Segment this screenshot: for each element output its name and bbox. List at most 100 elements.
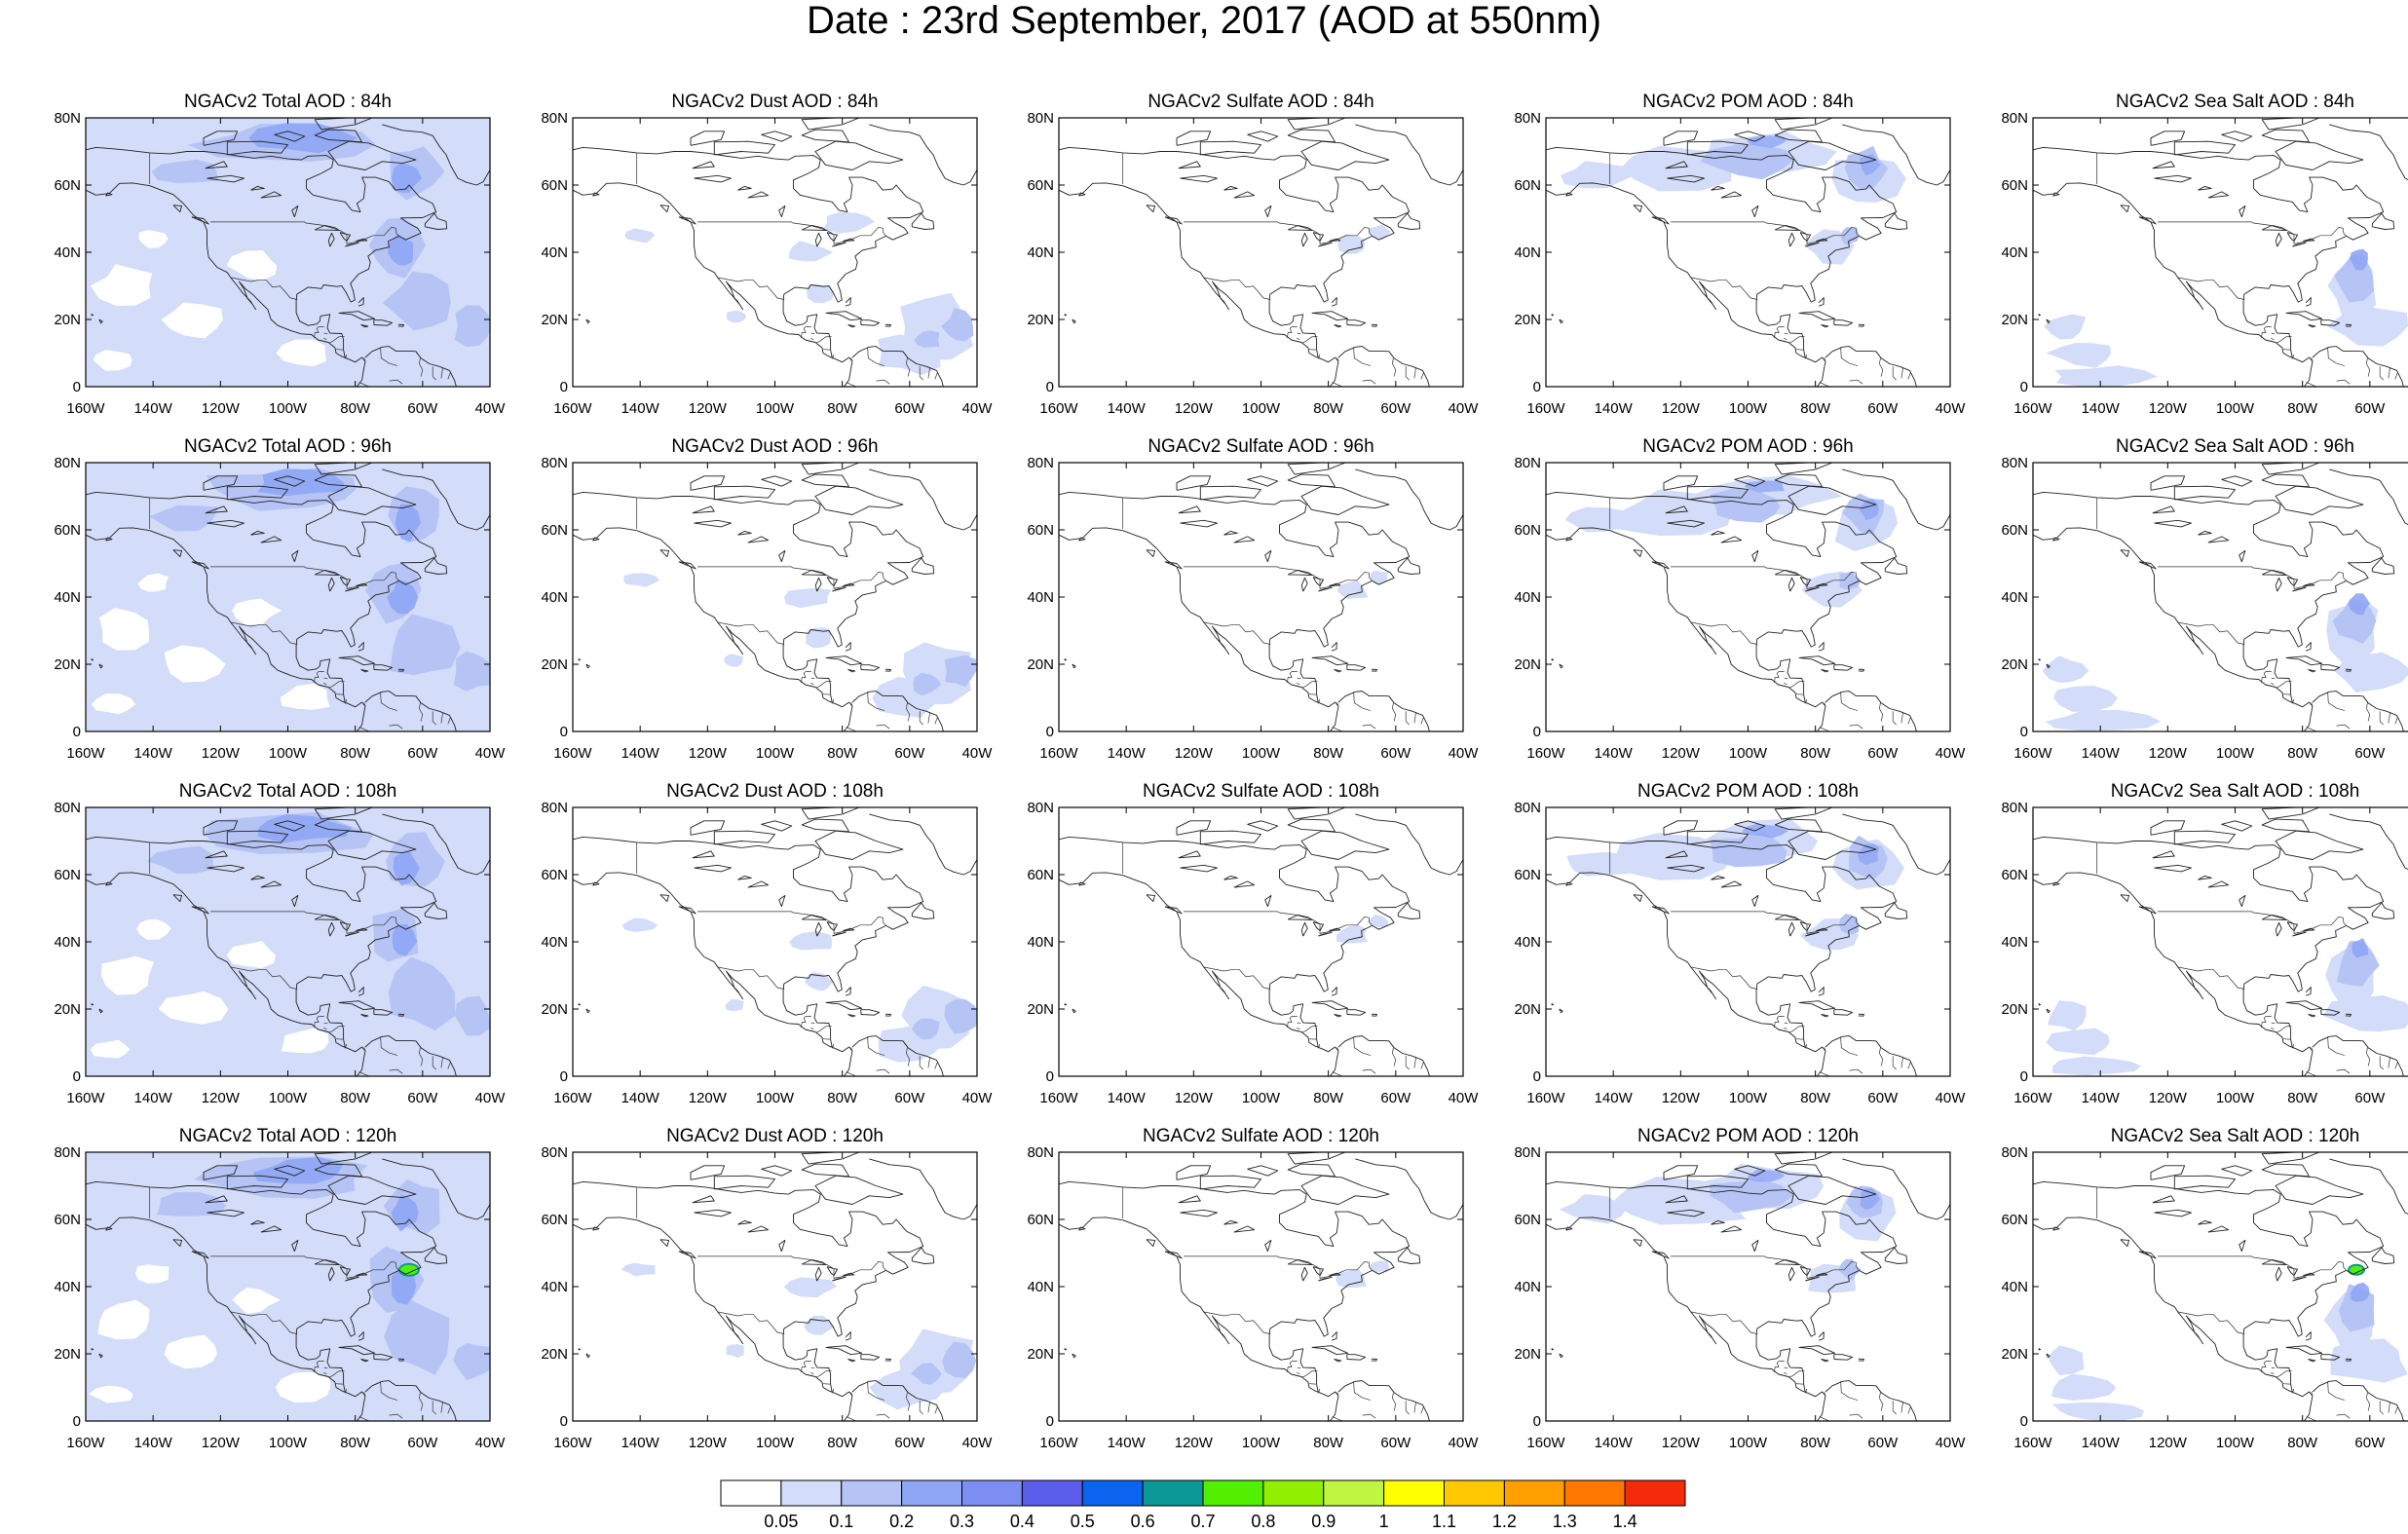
lon-tick-label: 140W	[1108, 1090, 1147, 1106]
lon-tick-label: 100W	[756, 1090, 795, 1106]
lat-tick-label: 80N	[1027, 110, 1054, 127]
lat-tick-label: 0	[73, 379, 81, 395]
lat-tick-label: 0	[1046, 1413, 1054, 1430]
lon-tick-label: 120W	[202, 745, 241, 762]
aod-field	[622, 918, 980, 1063]
lat-tick-label: 20N	[1514, 656, 1541, 673]
lat-tick-label: 60N	[1027, 1212, 1054, 1228]
lon-tick-label: 60W	[407, 400, 438, 417]
lat-tick-label: 20N	[1027, 656, 1054, 673]
lon-tick-label: 120W	[2149, 400, 2188, 417]
lat-tick-label: 40N	[54, 589, 81, 606]
lon-tick-label: 100W	[2216, 745, 2255, 762]
colorbar-swatch	[721, 1480, 781, 1506]
aod-field	[86, 1152, 492, 1421]
lat-tick-label: 60N	[1514, 867, 1541, 883]
lon-tick-label: 60W	[407, 1090, 438, 1106]
lon-tick-label: 140W	[621, 1090, 660, 1106]
lon-tick-label: 40W	[1449, 1435, 1480, 1451]
lon-tick-label: 60W	[1380, 745, 1411, 762]
lon-tick-label: 120W	[689, 1090, 728, 1106]
lat-tick-label: 80N	[541, 1144, 568, 1161]
lon-tick-label: 60W	[894, 745, 925, 762]
coastline	[1059, 118, 1463, 390]
lat-tick-label: 60N	[541, 867, 568, 883]
figure-title: Date : 23rd September, 2017 (AOD at 550n…	[0, 0, 2408, 41]
lat-tick-label: 0	[1046, 379, 1054, 395]
lat-tick-label: 60N	[54, 867, 81, 883]
lon-tick-label: 100W	[1729, 1435, 1768, 1451]
lon-tick-label: 40W	[475, 400, 507, 417]
colorbar-label: 1	[1379, 1512, 1389, 1531]
lon-tick-label: 100W	[269, 400, 308, 417]
aod-field	[2043, 593, 2408, 730]
lat-tick-label: 80N	[2001, 455, 2028, 471]
lat-tick-label: 80N	[1514, 455, 1541, 471]
lat-tick-label: 60N	[54, 522, 81, 539]
lon-tick-label: 100W	[2216, 1435, 2255, 1451]
lon-tick-label: 40W	[1449, 745, 1480, 762]
lon-tick-label: 140W	[2082, 1435, 2121, 1451]
lon-tick-label: 160W	[1526, 400, 1565, 417]
lon-tick-label: 80W	[340, 1435, 371, 1451]
lat-tick-label: 0	[560, 1068, 568, 1085]
lat-tick-label: 20N	[2001, 1001, 2028, 1018]
aod-field	[623, 574, 976, 718]
lon-tick-label: 80W	[2287, 745, 2318, 762]
lon-tick-label: 100W	[2216, 1090, 2255, 1106]
lon-tick-label: 140W	[621, 745, 660, 762]
lon-tick-label: 120W	[1662, 745, 1701, 762]
lon-tick-label: 80W	[340, 1090, 371, 1106]
lon-tick-label: 140W	[2082, 745, 2121, 762]
lat-tick-label: 0	[73, 1413, 81, 1430]
lon-tick-label: 100W	[269, 745, 308, 762]
lat-tick-label: 20N	[1027, 1346, 1054, 1363]
aod-field	[2044, 249, 2408, 388]
lon-tick-label: 120W	[689, 745, 728, 762]
lon-tick-label: 160W	[2013, 1090, 2052, 1106]
lat-tick-label: 40N	[1027, 589, 1054, 606]
lat-tick-label: 20N	[54, 656, 81, 673]
lon-tick-label: 40W	[475, 745, 507, 762]
lon-tick-label: 120W	[202, 1090, 241, 1106]
lon-tick-label: 80W	[1800, 745, 1831, 762]
lon-tick-label: 160W	[2013, 400, 2052, 417]
lat-tick-label: 80N	[1027, 800, 1054, 816]
lat-tick-label: 40N	[1514, 1279, 1541, 1295]
lat-tick-label: 0	[2020, 379, 2028, 395]
lon-tick-label: 80W	[1313, 400, 1344, 417]
lat-tick-label: 20N	[541, 312, 568, 328]
lat-tick-label: 80N	[1027, 1144, 1054, 1161]
aod-field	[1561, 132, 1906, 265]
lat-tick-label: 80N	[541, 110, 568, 127]
lat-tick-label: 60N	[541, 1212, 568, 1228]
lon-tick-label: 140W	[621, 400, 660, 417]
lat-tick-label: 20N	[2001, 656, 2028, 673]
lat-tick-label: 20N	[54, 1346, 81, 1363]
lat-tick-label: 60N	[2001, 867, 2028, 883]
lat-tick-label: 0	[560, 1413, 568, 1430]
lat-tick-label: 40N	[1027, 1279, 1054, 1295]
lon-tick-label: 40W	[1936, 1090, 1967, 1106]
country-borders	[1123, 153, 1424, 388]
lon-tick-label: 80W	[1800, 1090, 1831, 1106]
lat-tick-label: 20N	[541, 1346, 568, 1363]
lat-tick-label: 40N	[1027, 934, 1054, 951]
lon-tick-label: 140W	[1108, 745, 1147, 762]
lon-tick-label: 160W	[2013, 1435, 2052, 1451]
lon-tick-label: 160W	[1039, 745, 1078, 762]
lat-tick-label: 20N	[2001, 1346, 2028, 1363]
